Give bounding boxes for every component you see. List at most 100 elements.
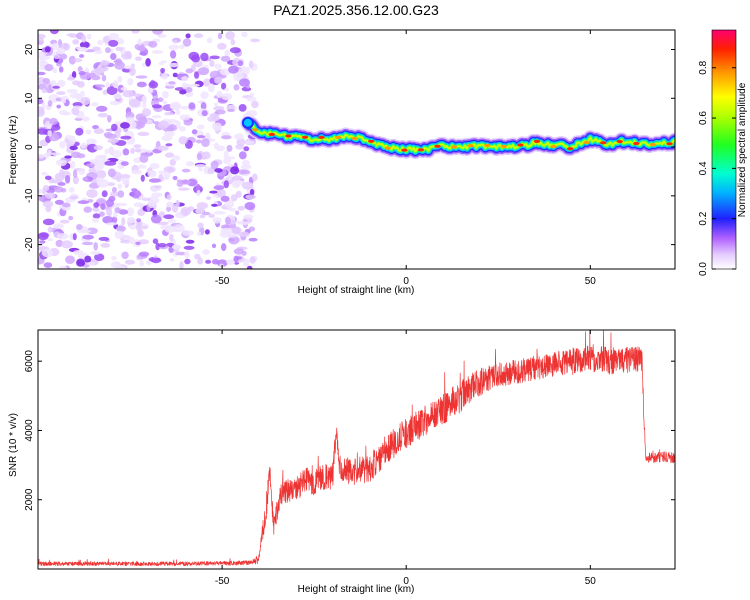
spectrogram-noise-blob xyxy=(80,142,87,149)
spectrogram-noise-blob xyxy=(228,65,239,74)
spectrogram-noise-blob xyxy=(237,60,244,67)
spectrogram-noise-blob xyxy=(130,63,135,68)
spectrogram-noise-blob xyxy=(108,39,119,47)
spectrogram-ridge-peak xyxy=(517,143,524,147)
spectrogram-noise-blob xyxy=(56,91,66,95)
spectrogram-noise-blob xyxy=(197,135,206,139)
spectrogram-ridge-peak xyxy=(334,135,342,139)
spectrogram-noise-blob xyxy=(207,167,215,175)
spectrogram-noise-blob xyxy=(197,257,204,265)
spectrogram-noise-blob xyxy=(106,199,114,207)
spectrogram-noise-blob xyxy=(61,240,73,249)
spectrogram-noise-blob xyxy=(65,255,75,264)
spectrogram-noise-blob xyxy=(131,189,141,199)
spectrogram-noise-blob xyxy=(133,144,142,149)
spectrogram-noise-blob xyxy=(161,73,168,80)
spectrogram-noise-blob xyxy=(160,224,172,230)
spectrogram-noise-blob xyxy=(38,128,48,135)
snr-y-tick-label: 6000 xyxy=(24,350,35,373)
spectrogram-noise-blob xyxy=(58,66,64,73)
spectrogram-y-axis-label: Frequency (Hz) xyxy=(8,116,19,185)
spectrogram-noise-blob xyxy=(130,147,136,154)
spectrogram-noise-blob xyxy=(66,89,79,94)
spectrogram-noise-blob xyxy=(226,144,233,152)
spectrogram-noise-blob xyxy=(57,182,66,186)
spectrogram-noise-blob xyxy=(42,77,50,85)
spectrogram-noise-blob xyxy=(251,173,258,182)
spectrogram-noise-blob xyxy=(171,204,179,213)
snr-ticks: -50 0 50 2000 4000 6000 xyxy=(24,330,675,587)
spectrogram-noise-blob xyxy=(137,208,146,216)
spectrogram-ridge-peak xyxy=(616,139,623,144)
spectrogram-y-tick-label: -10 xyxy=(24,188,35,203)
spectrogram-noise-blob xyxy=(238,151,247,160)
spectrogram-noise-blob xyxy=(221,243,227,252)
spectrogram-noise-blob xyxy=(49,30,59,35)
spectrogram-noise-blob xyxy=(172,72,178,78)
spectrogram-noise-blob xyxy=(233,255,239,263)
spectrogram-ridge-peak xyxy=(550,145,557,149)
spectrogram-noise-blob xyxy=(101,74,107,82)
spectrogram-noise-blob xyxy=(86,163,96,168)
spectrogram-noise-blob xyxy=(98,236,110,241)
spectrogram-noise-blob xyxy=(75,127,84,136)
spectrogram-noise-blob xyxy=(52,67,58,74)
spectrogram-noise-blob xyxy=(38,232,49,241)
spectrogram-noise-blob xyxy=(216,90,223,98)
spectrogram-noise-blob xyxy=(61,99,67,104)
spectrogram-noise-blob xyxy=(72,233,77,241)
spectrogram-noise-blob xyxy=(167,218,176,224)
spectrogram-noise-blob xyxy=(68,215,74,221)
spectrogram-noise-blob xyxy=(38,51,46,59)
spectrogram-noise-blob xyxy=(248,60,254,69)
spectrogram-noise-blob xyxy=(47,149,52,157)
spectrogram-noise-blob xyxy=(157,120,170,129)
spectrogram-noise-blob xyxy=(43,262,53,268)
spectrogram-noise-blob xyxy=(217,32,223,40)
spectrogram-noise-blob xyxy=(79,41,90,49)
spectrogram-noise-blob xyxy=(131,30,140,34)
spectrogram-noise-blob xyxy=(208,213,215,218)
spectrogram-noise-blob xyxy=(128,238,136,244)
spectrogram-noise-blob xyxy=(166,242,175,247)
spectrogram-noise-blob xyxy=(64,155,72,159)
spectrogram-noise-blob xyxy=(217,42,227,50)
spectrogram-noise-blob xyxy=(104,148,109,155)
spectrogram-noise-blob xyxy=(85,67,90,73)
spectrogram-noise-blob xyxy=(206,37,213,44)
spectrogram-ridge-peak xyxy=(268,132,275,137)
spectrogram-ridge-peak xyxy=(566,147,574,151)
spectrogram-noise-blob xyxy=(137,229,144,238)
spectrogram-noise-blob xyxy=(214,63,222,70)
spectrogram-noise-blob xyxy=(227,108,235,112)
spectrogram-y-tick-label: 20 xyxy=(24,44,35,56)
spectrogram-noise-blob xyxy=(202,249,210,255)
spectrogram-noise-blob xyxy=(120,135,132,140)
spectrogram-noise-blob xyxy=(132,93,142,97)
spectrogram-noise-blob xyxy=(90,250,100,255)
spectrogram-noise-blob xyxy=(194,71,200,79)
spectrogram-noise-blob xyxy=(109,191,120,197)
spectrogram-noise-blob xyxy=(234,180,245,186)
spectrogram-noise-blob xyxy=(38,108,45,117)
spectrogram-noise-blob xyxy=(147,87,154,94)
spectrogram-noise-blob xyxy=(235,144,244,150)
spectrogram-noise-blob xyxy=(172,155,181,161)
spectrogram-noise-blob xyxy=(115,46,124,52)
spectrogram-noise-blob xyxy=(109,100,120,106)
spectrogram-noise-blob xyxy=(237,205,246,211)
spectrogram-noise-blob xyxy=(206,196,212,201)
spectrogram-noise-blob xyxy=(233,248,244,255)
spectrogram-noise-blob xyxy=(224,49,230,58)
spectrogram-noise-blob xyxy=(96,177,105,182)
spectrogram-noise-blob xyxy=(113,211,118,218)
spectrogram-noise-blob xyxy=(162,90,169,99)
spectrogram-noise-blob xyxy=(142,225,148,229)
spectrogram-noise-blob xyxy=(213,185,225,191)
spectrogram-noise-blob xyxy=(243,214,254,219)
spectrogram-noise-blob xyxy=(59,219,70,224)
spectrogram-noise-blob xyxy=(122,90,134,98)
spectrogram-noise-blob xyxy=(238,231,250,237)
spectrogram-noise-blob xyxy=(38,98,44,105)
spectrogram-noise-blob xyxy=(80,229,92,233)
